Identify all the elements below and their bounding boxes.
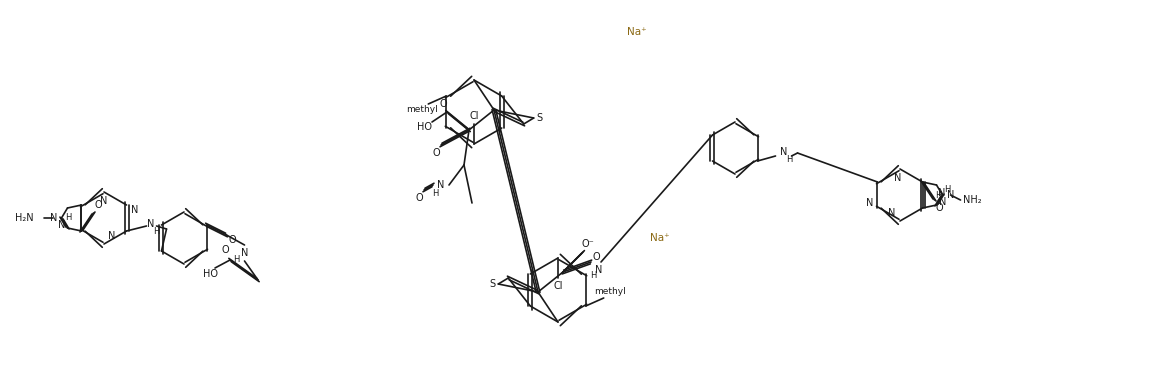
Text: N: N [58,220,65,230]
Text: H: H [432,189,439,197]
Text: N: N [946,190,955,200]
Text: N: N [437,180,444,190]
Text: N: N [241,248,249,258]
Text: Na⁺: Na⁺ [627,27,647,37]
Text: H: H [234,255,239,263]
Text: O: O [229,235,236,245]
Text: N: N [147,219,154,229]
Text: N: N [938,197,946,207]
Text: H: H [944,185,951,194]
Text: H₂N: H₂N [15,213,34,223]
Text: H: H [65,213,72,222]
Text: O: O [440,99,447,109]
Text: O: O [415,193,422,203]
Text: Cl: Cl [470,111,479,121]
Text: N: N [50,213,57,223]
Text: S: S [537,113,543,123]
Text: O: O [221,245,229,255]
Text: N: N [865,198,874,208]
Text: S: S [489,279,495,289]
Text: Cl: Cl [553,281,562,291]
Text: HO: HO [418,122,433,132]
Text: methyl: methyl [406,106,439,114]
Text: N: N [780,147,787,157]
Text: O: O [433,148,440,158]
Text: methyl: methyl [594,288,626,296]
Text: N: N [101,196,108,206]
Text: O: O [95,200,102,210]
Text: Na⁺: Na⁺ [650,233,670,243]
Text: N: N [596,265,603,275]
Text: H: H [154,227,160,236]
Text: O: O [592,252,599,262]
Text: N: N [894,173,901,183]
Text: O: O [936,203,943,213]
Text: H: H [787,154,793,163]
Text: N: N [131,205,138,215]
Text: NH₂: NH₂ [964,195,982,205]
Text: H: H [590,272,596,281]
Text: H: H [935,191,942,199]
Text: O⁻: O⁻ [582,239,595,249]
Text: HO: HO [202,269,218,279]
Text: N: N [109,231,116,241]
Text: N: N [938,188,945,198]
Text: N: N [889,208,896,218]
